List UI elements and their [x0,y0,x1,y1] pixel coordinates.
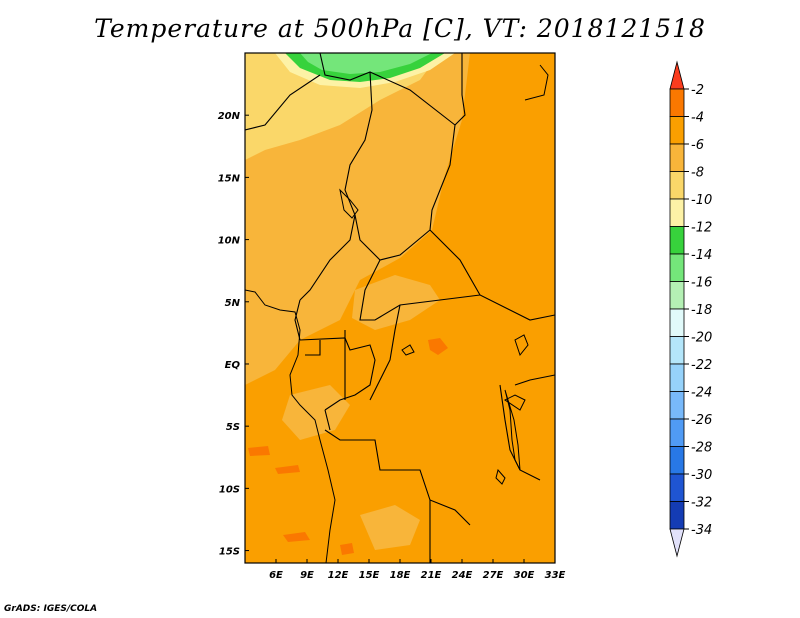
x-tick-label: 9E [300,570,314,581]
x-tick-label: 27E [483,570,504,581]
x-tick-label: 30E [514,570,535,581]
colorbar-label: -20 [691,331,712,346]
contour-band-minus4-3 [428,338,448,355]
y-tick-label: 10S [219,484,240,495]
y-tick-label: 20N [218,111,241,122]
colorbar-swatch [669,501,685,530]
colorbar-swatch [669,198,685,227]
colorbar-swatch [669,391,685,420]
colorbar-label: -32 [691,496,712,511]
chart-title: Temperature at 500hPa [C], VT: 201812151… [94,14,706,43]
colorbar-label: -6 [691,138,704,153]
contour-band-minus4-5 [340,543,354,555]
colorbar-label: -28 [691,441,712,456]
contour-band-minus8-south [282,385,350,440]
y-tick-label: 10N [218,236,241,247]
y-tick-label: 15S [219,547,240,558]
colorbar-swatch [669,143,685,172]
y-tick-label: 15N [218,173,241,184]
colorbar-swatch [669,446,685,475]
colorbar-swatch [669,336,685,365]
colorbar-label: -16 [691,276,712,291]
x-tick-label: 33E [545,570,566,581]
y-tick-label: 5S [226,422,240,433]
colorbar-top-arrow [669,60,685,90]
colorbar-label: -4 [691,111,704,126]
colorbar-label: -34 [691,523,712,538]
x-axis: 6E 9E 12E 15E 18E 21E 24E 27E 30E 33E [269,559,566,581]
colorbar: -2 -4 -6 -8 -10 -12 -14 -16 -18 -20 -22 -24 -26 -28 -3… [669,60,712,558]
colorbar-swatch [669,253,685,282]
credit-text: GrADS: IGES/COLA [4,604,98,614]
colorbar-label: -8 [691,166,704,181]
colorbar-swatch [669,363,685,392]
contour-band-minus4-4 [283,532,310,542]
contour-band-minus16 [300,53,432,74]
coastlines [245,64,549,563]
contour-band-minus4-1 [248,446,270,456]
colorbar-swatch [669,226,685,255]
temperature-field [245,53,555,563]
colorbar-label: -12 [691,221,712,236]
colorbar-label: -14 [691,248,712,263]
colorbar-label: -10 [691,193,712,208]
colorbar-swatch [669,308,685,337]
colorbar-swatch [669,88,685,117]
colorbar-swatch [669,473,685,502]
x-tick-label: 12E [328,570,349,581]
contour-band-minus8-sw [360,505,420,550]
colorbar-label: -2 [691,83,704,98]
colorbar-label: -26 [691,413,712,428]
colorbar-label: -18 [691,303,712,318]
x-tick-label: 21E [421,570,442,581]
y-tick-label: EQ [225,360,241,371]
y-tick-label: 5N [225,298,241,309]
y-axis: 20N 15N 10N 5N EQ 5S 10S 15S [218,111,249,558]
contour-band-minus4-2 [275,465,300,474]
x-tick-label: 24E [452,570,473,581]
x-tick-label: 6E [269,570,283,581]
x-tick-label: 15E [359,570,380,581]
colorbar-bottom-arrow [669,528,685,558]
country-borders [245,53,555,563]
colorbar-swatch [669,116,685,145]
colorbar-swatch [669,281,685,310]
colorbar-swatch [669,418,685,447]
colorbar-label: -24 [691,386,712,401]
colorbar-swatch [669,171,685,200]
colorbar-label: -30 [691,468,712,483]
x-tick-label: 18E [390,570,411,581]
colorbar-label: -22 [691,358,712,373]
contour-band-minus8-central [352,275,440,330]
